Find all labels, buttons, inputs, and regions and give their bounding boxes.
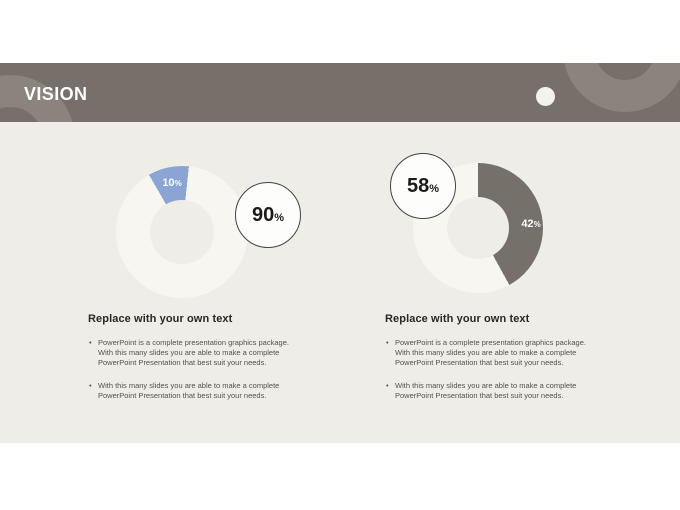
text-section-right: Replace with your own text PowerPoint is… (385, 313, 607, 414)
bullet-list: PowerPoint is a complete presentation gr… (385, 338, 607, 401)
donut-right-callout-circle: 58% (390, 153, 456, 219)
decor-ring-right-icon (563, 63, 680, 112)
text-section-left: Replace with your own text PowerPoint is… (88, 313, 310, 414)
section-heading: Replace with your own text (88, 313, 233, 325)
slice-value: 10 (162, 177, 175, 189)
section-heading: Replace with your own text (385, 313, 530, 325)
bullet-item: With this many slides you are able to ma… (385, 381, 601, 401)
callout-value: 58 (406, 175, 430, 197)
bullet-list: PowerPoint is a complete presentation gr… (88, 338, 310, 401)
header-bar: VISION (0, 63, 680, 122)
bullet-item: PowerPoint is a complete presentation gr… (385, 338, 601, 368)
page-title: VISION (24, 84, 88, 104)
callout-value: 90 (251, 204, 275, 226)
slice-unit: % (533, 220, 541, 229)
slice-unit: % (174, 179, 182, 188)
callout-unit: % (429, 183, 440, 195)
bullet-item: With this many slides you are able to ma… (88, 381, 304, 401)
slice-value: 42 (521, 218, 534, 230)
donut-right-slice-label: 42% (521, 218, 540, 230)
slide-canvas: VISION 10% 90% 42% 58% Replace with your… (0, 63, 680, 443)
bullet-item: PowerPoint is a complete presentation gr… (88, 338, 304, 368)
donut-left-slice-label: 10% (162, 177, 181, 189)
donut-chart-left (116, 166, 248, 298)
callout-unit: % (274, 212, 285, 224)
decor-dot-icon (536, 87, 555, 106)
donut-left-callout-circle: 90% (235, 182, 301, 248)
